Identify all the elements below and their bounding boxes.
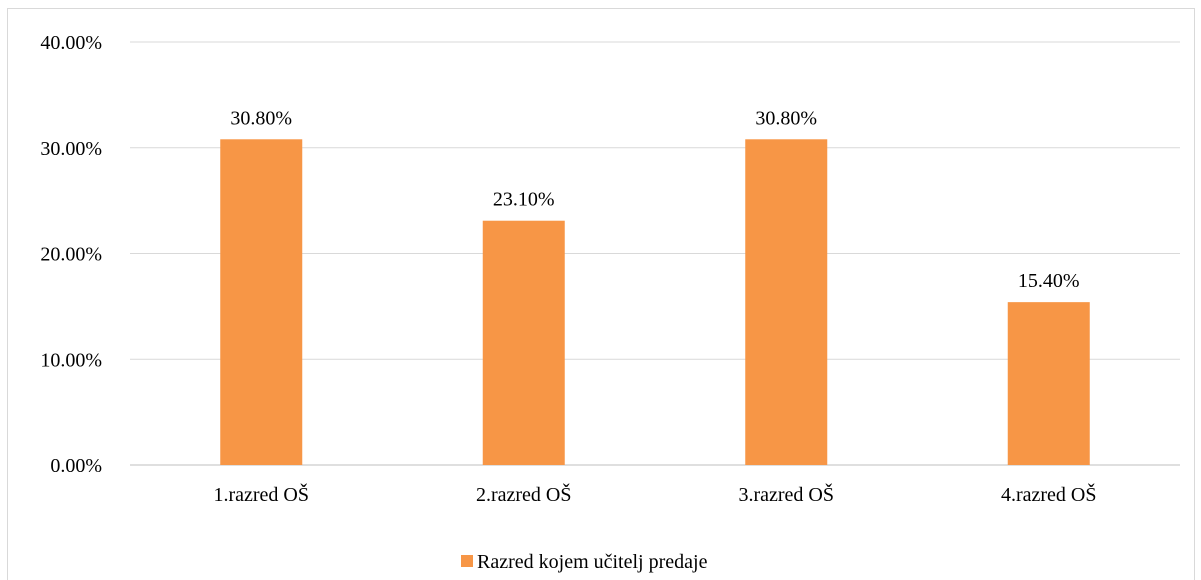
legend-label: Razred kojem učitelj predaje [477, 551, 708, 573]
bars [220, 139, 1090, 466]
x-axis-categories: 1.razred OŠ 2.razred OŠ 3.razred OŠ 4.razre… [213, 482, 1096, 506]
y-tick-label: 10.00% [40, 349, 102, 371]
x-tick-label: 1.razred OŠ [213, 482, 309, 506]
x-tick-label: 4.razred OŠ [1001, 482, 1097, 506]
legend: Razred kojem učitelj predaje [461, 551, 708, 573]
data-labels: 30.80% 23.10% 30.80% 15.40% [230, 107, 1079, 292]
x-tick-label: 3.razred OŠ [738, 482, 834, 506]
bar [745, 139, 828, 466]
data-label: 23.10% [493, 189, 555, 211]
gridlines [130, 41, 1180, 466]
data-label: 30.80% [230, 107, 292, 129]
chart-frame [7, 8, 1195, 580]
data-label: 30.80% [755, 107, 817, 129]
x-tick-label: 2.razred OŠ [476, 482, 572, 506]
data-label: 15.40% [1018, 270, 1080, 292]
bar [482, 220, 565, 465]
legend-swatch [461, 555, 473, 567]
bar [1007, 302, 1090, 465]
y-tick-label: 30.00% [40, 138, 102, 160]
y-axis-ticks: 0.00% 10.00% 20.00% 30.00% 40.00% [40, 32, 102, 477]
bar [220, 139, 303, 466]
y-tick-label: 40.00% [40, 32, 102, 54]
y-tick-label: 20.00% [40, 244, 102, 266]
y-tick-label: 0.00% [50, 455, 102, 477]
